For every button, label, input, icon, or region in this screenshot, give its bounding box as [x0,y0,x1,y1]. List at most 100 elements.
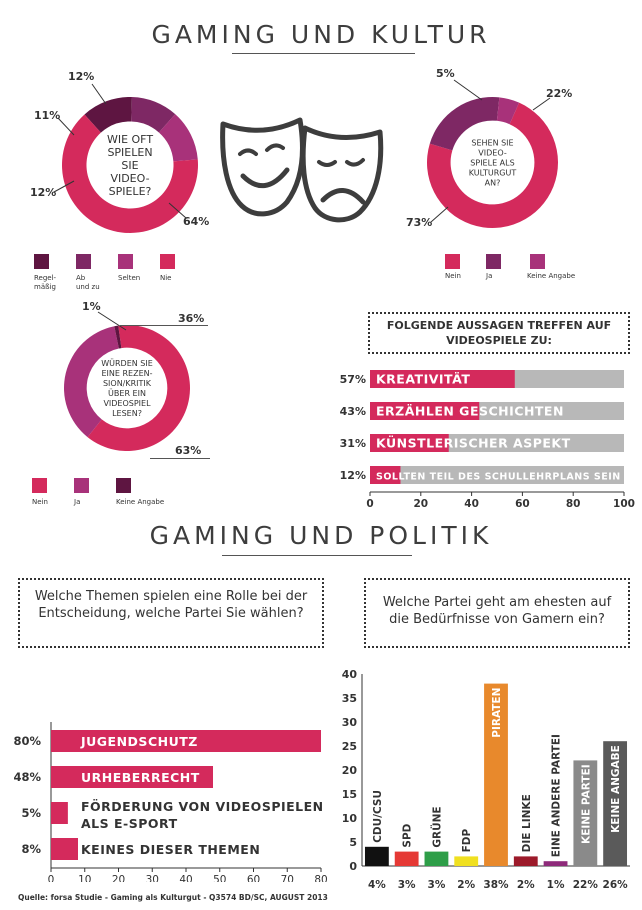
x-tick-label: 30 [146,874,159,882]
legend-regelmaessig: Regel-mäßig [34,274,57,291]
bar-value-label: 80% [13,734,41,748]
themen-bar-chart: JUGENDSCHUTZ 80% URHEBERRECHT 48% FÖRDERUNG … [13,722,328,882]
leader-line [532,97,551,111]
donut-center-text: SION/KRITIK [103,379,152,388]
question-partei-box: Welche Partei geht am ehesten auf die Be… [364,578,630,648]
y-tick-label: 20 [342,764,358,777]
donut-center-text: VIDEO- [110,172,149,185]
donut-slice-regelmäßig [84,97,132,133]
x-tick-label: 60 [247,874,260,882]
donut-center-text: KULTURGUT [469,168,517,177]
x-tick-label: 60 [515,498,530,510]
donut3-label-ja: 36% [178,312,205,325]
column-value-label: 22% [573,879,599,891]
donut-center-text: WIE OFT [107,133,153,146]
column-bar [603,741,628,866]
column-bar [513,856,538,866]
legend-swatch-ja [486,254,501,269]
bar-value [51,730,321,752]
source-note: Quelle: forsa Studie - Gaming als Kultur… [18,893,328,902]
column-bar [454,856,479,866]
column-value-label: 4% [368,879,386,891]
y-tick-label: 5 [349,836,357,849]
x-tick-label: 100 [613,498,635,510]
donut-slice-selten [158,114,198,162]
column-bar [543,861,568,866]
column-value-label: 3% [398,879,416,891]
donut-slice-keine-angabe [114,325,122,349]
y-tick-label: 25 [342,740,357,753]
column-bar [484,683,508,866]
bar-value-label: 5% [21,806,41,820]
y-tick-label: 0 [349,860,357,873]
x-tick-label: 20 [112,874,125,882]
bar-value [370,402,480,420]
bar-value-label: 57% [340,373,366,386]
column-category-label: KEINE PARTEI [580,764,592,844]
bar-category-label: KREATIVITÄT [376,372,470,387]
x-tick-label: 80 [566,498,581,510]
bar-value-label: 48% [13,770,41,784]
x-tick-label: 0 [366,498,373,510]
bar-value [370,370,515,388]
legend-swatch-keineangabe [530,254,545,269]
donut-center-text: SPIELEN [107,146,152,159]
column-bar [573,760,598,866]
donut-slice-nie [61,114,198,233]
leader-line [53,180,75,193]
donut-center-text: SPIELE ALS [470,158,514,167]
legend-ja: Ja [486,272,493,280]
donut-slice-ja [429,97,500,151]
legend-keineangabe: Keine Angabe [116,498,165,506]
donut1-label-nie: 64% [183,215,210,228]
legend-swatch-nie [160,254,175,269]
legend-swatch-regelmaessig [34,254,49,269]
theater-masks-icon [220,117,384,223]
y-tick-label: 10 [342,812,358,825]
column-value-label: 38% [483,879,509,891]
donut1-label-abundzu: 11% [34,109,61,122]
bar-category-label: KEINES DIESER THEMEN [81,842,260,857]
question-themen-box: Welche Themen spielen eine Rolle bei der… [18,578,324,648]
column-category-label: FDP [461,829,473,853]
title-underline [222,555,412,556]
x-tick-label: 70 [281,874,294,882]
x-tick-label: 50 [213,874,226,882]
donut-center-text: AN? [485,178,501,187]
y-tick-label: 15 [342,788,357,801]
leader-line [168,202,187,219]
donut-slice-ja [64,326,119,438]
legend-abundzu: Ab und zu [76,274,100,291]
column-bar [364,846,389,866]
column-bar [394,851,419,866]
legend-keineangabe: Keine Angabe [527,272,576,280]
x-tick-label: 10 [78,874,91,882]
statements-title-box: FOLGENDE AUSSAGEN TREFFEN AUF VIDEOSPIEL… [368,312,630,354]
section-title-kultur: GAMING UND KULTUR [151,20,491,49]
y-tick-label: 40 [342,668,358,681]
donut-center-text: SEHEN SIE [471,138,513,147]
x-tick-label: 40 [464,498,479,510]
legend-ja: Ja [74,498,81,506]
donut2-label-nein: 73% [406,216,433,229]
x-tick-label: 0 [48,874,55,882]
legend-nein: Nein [32,498,48,506]
donut2-label-ja: 22% [546,87,573,100]
column-category-label: KEINE ANGABE [610,745,622,833]
donut-center-text: LESEN? [112,409,142,418]
bar-remainder [370,466,624,484]
donut3-label-keineangabe: 1% [82,300,101,313]
leader-line [120,325,208,326]
donut-center-text: SPIELE? [109,185,152,198]
leader-line [430,206,449,223]
donut-slice-ab-und-zu [131,97,176,133]
column-category-label: CDU/CSU [372,790,384,843]
legend-swatch-abundzu [76,254,91,269]
statements-bar-chart: KREATIVITÄT 57% ERZÄHLEN GESCHICHTEN 43% KÜN… [340,370,635,510]
column-category-label: EINE ANDERE PARTEI [551,734,563,857]
leader-line [453,79,483,101]
y-tick-label: 30 [342,716,358,729]
leader-line [150,458,210,459]
